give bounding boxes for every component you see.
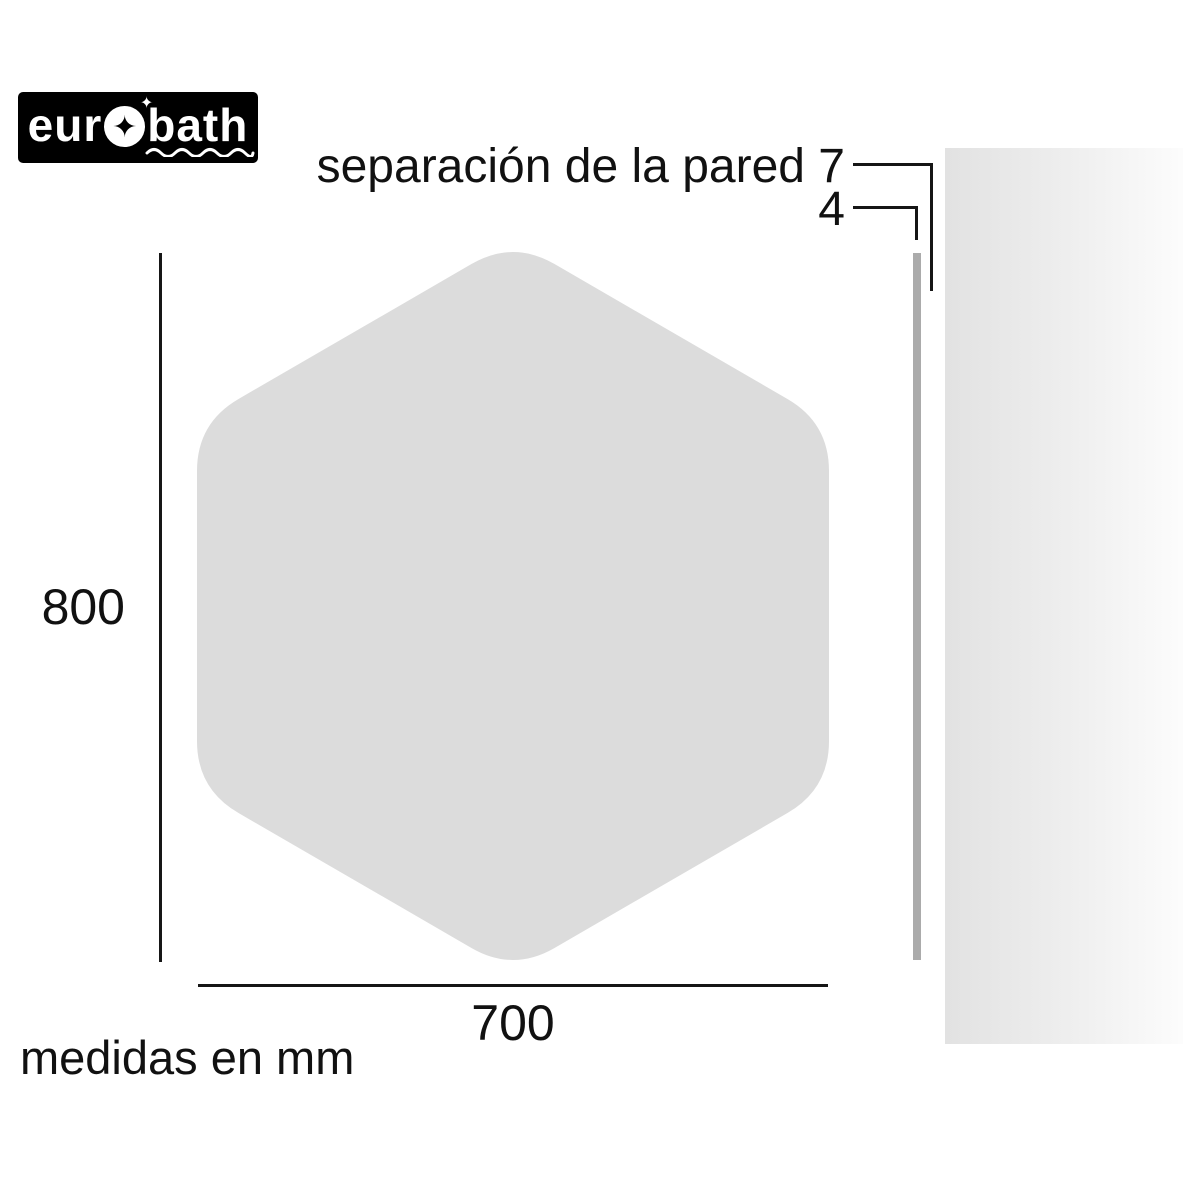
leader-line-thickness-horizontal — [853, 206, 918, 209]
units-note: medidas en mm — [20, 1031, 355, 1084]
leader-line-separation-vertical — [930, 163, 933, 291]
leader-line-thickness-vertical — [915, 206, 918, 240]
sparkle-icon: ✦ — [139, 95, 154, 112]
width-dimension-line — [198, 984, 828, 987]
wall-separation-text: separación de la pared — [316, 140, 805, 193]
wall-separation-label: separación de la pared 7 — [245, 140, 845, 194]
height-dimension-value: 800 — [41, 579, 125, 635]
leader-line-separation-horizontal — [853, 163, 933, 166]
wave-icon — [145, 148, 255, 157]
wall-separation-value: 7 — [818, 140, 845, 193]
width-dimension-value: 700 — [471, 995, 555, 1051]
mirror-side-view — [913, 253, 921, 960]
height-dimension-line — [159, 253, 162, 962]
star-icon: ✦ — [112, 110, 138, 144]
mirror-hexagon-shape — [197, 252, 829, 960]
logo-text-left: eur — [27, 98, 103, 151]
logo-o-mark: ✦ ✦ — [104, 96, 153, 147]
wall-surface — [945, 148, 1183, 1044]
thickness-value: 4 — [818, 183, 845, 236]
logo-text-right: bath — [147, 98, 249, 151]
brand-logo: eur ✦ ✦ bath — [18, 92, 258, 163]
